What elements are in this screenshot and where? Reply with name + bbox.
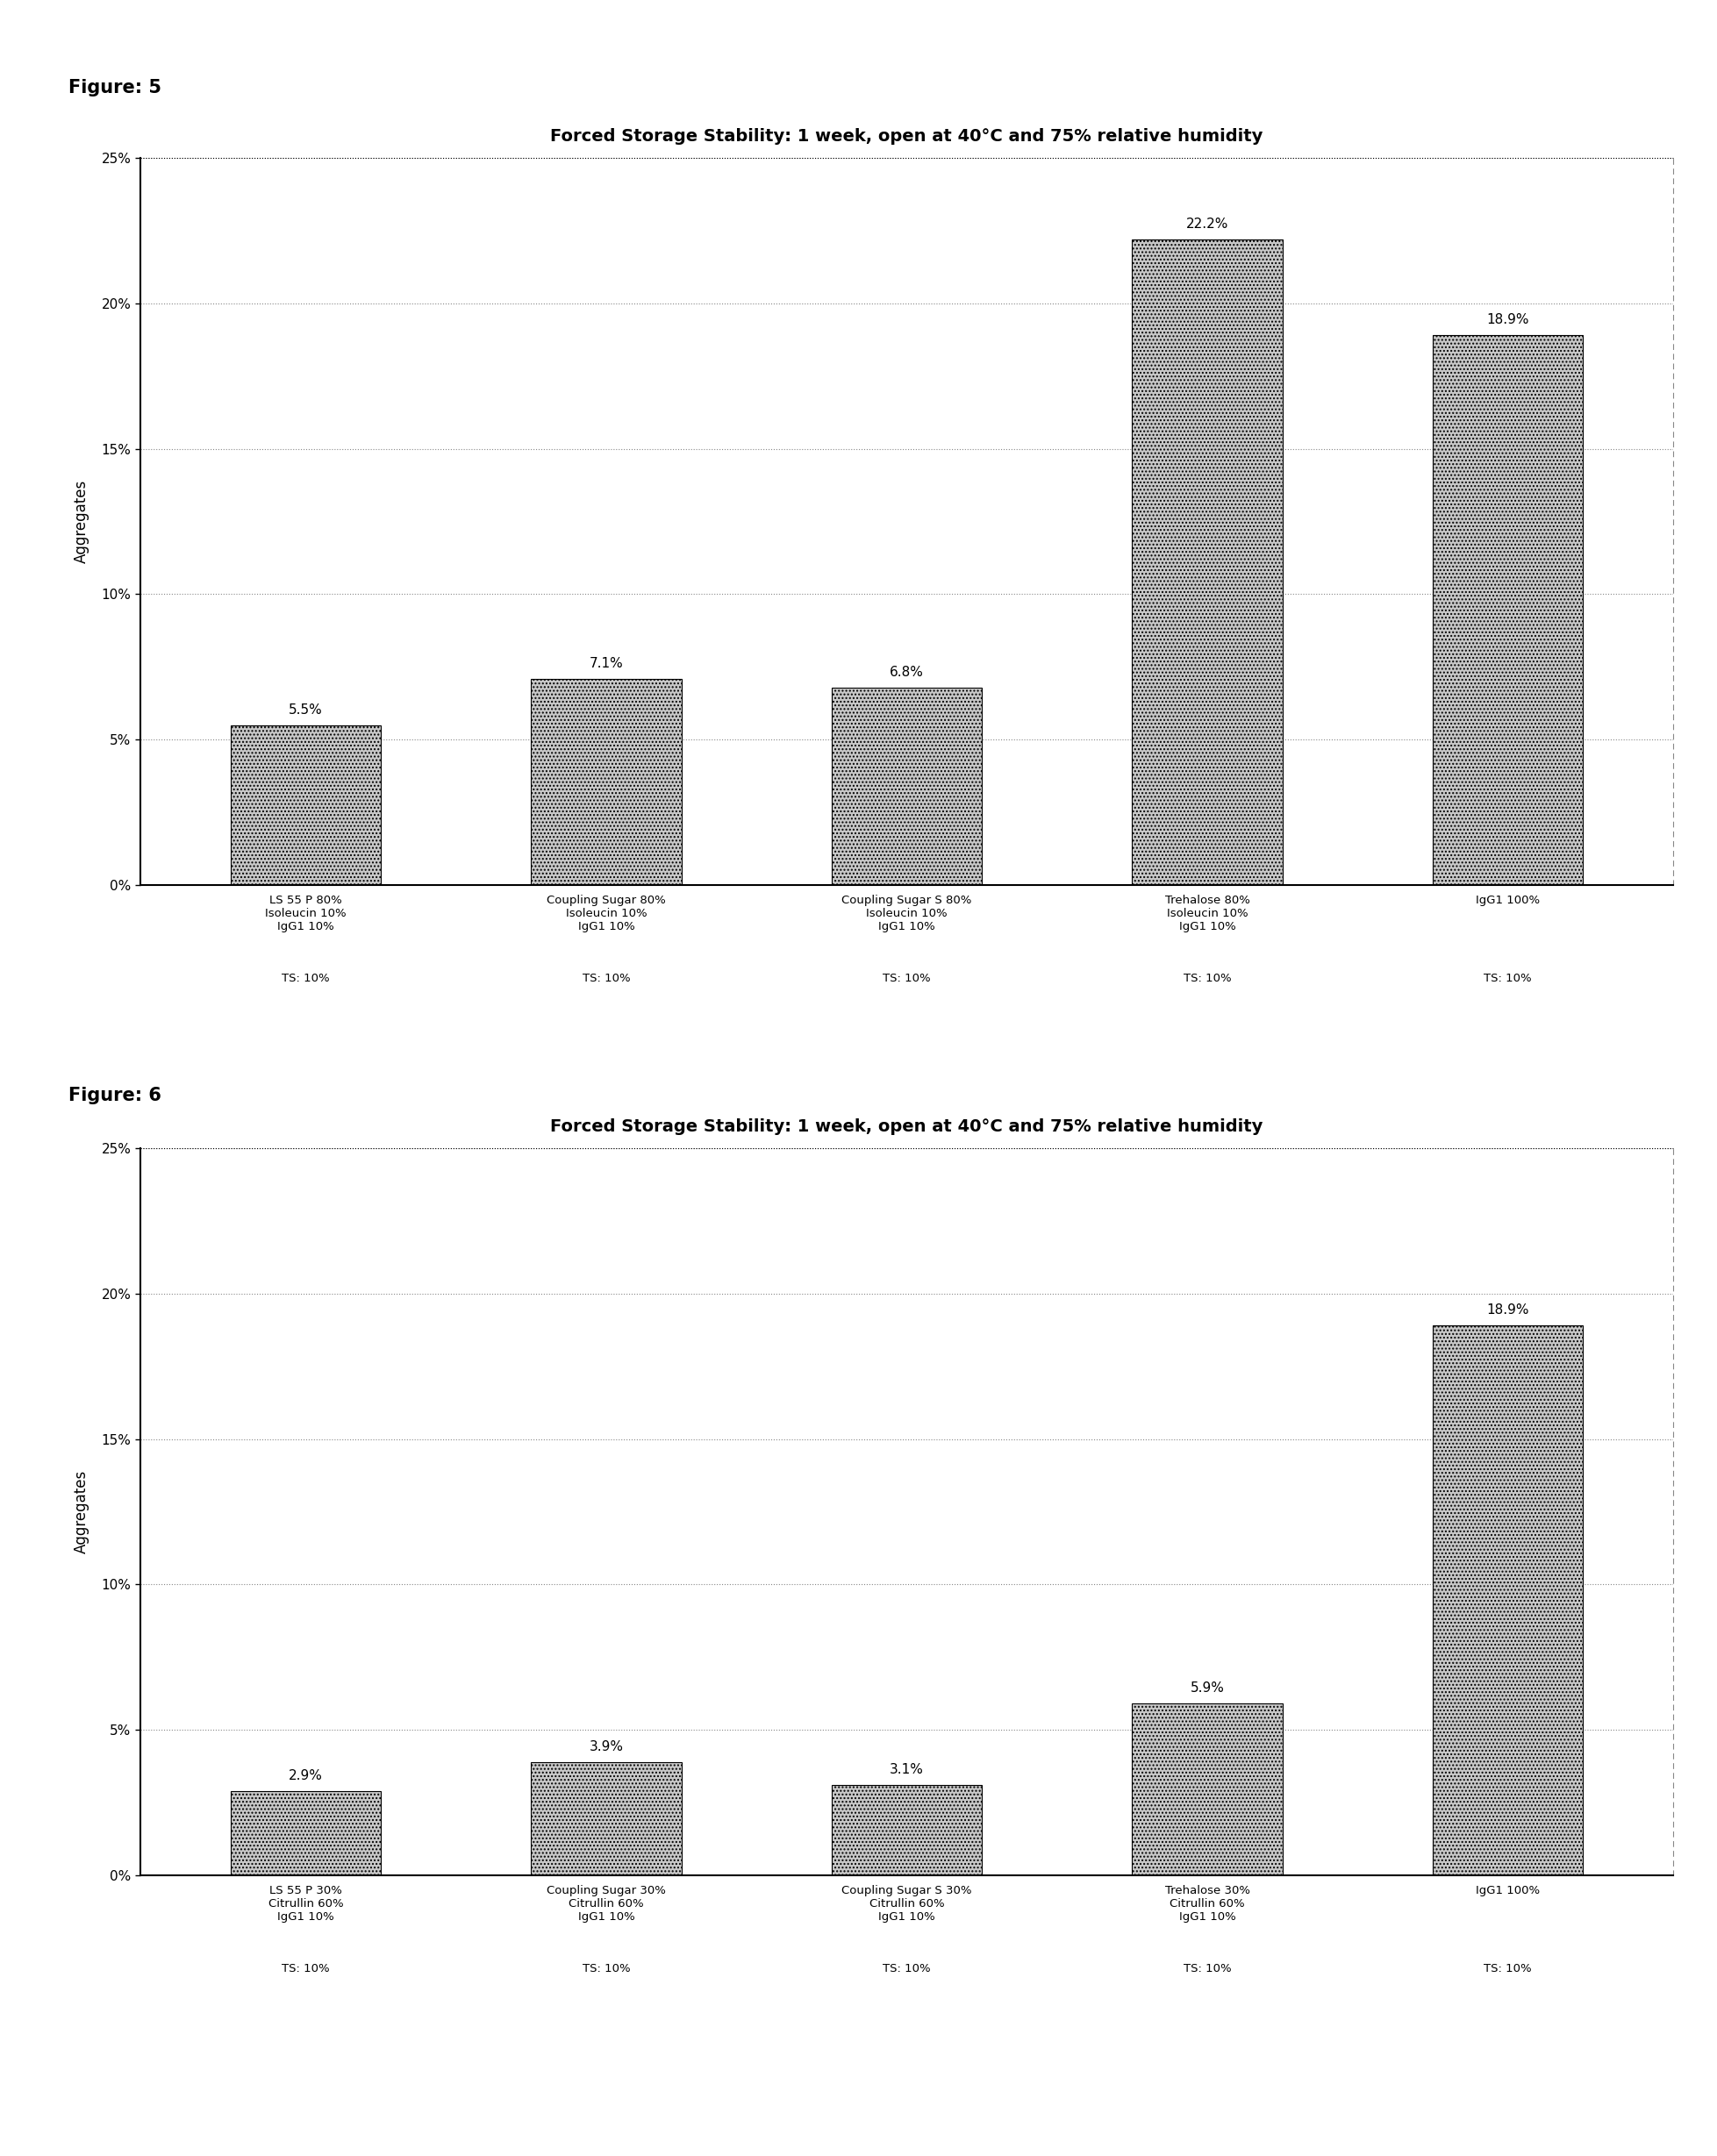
Text: IgG1 100%: IgG1 100%: [1475, 1884, 1540, 1897]
Bar: [1432, 1326, 1583, 1876]
Text: 3.1%: 3.1%: [889, 1764, 924, 1777]
Text: Figure: 6: Figure: 6: [69, 1087, 161, 1104]
Text: LS 55 P 30%
Citrullin 60%
IgG1 10%: LS 55 P 30% Citrullin 60% IgG1 10%: [268, 1884, 343, 1923]
Text: IgG1 100%: IgG1 100%: [1475, 895, 1540, 906]
Text: TS: 10%: TS: 10%: [582, 972, 630, 983]
Text: Figure: 5: Figure: 5: [69, 80, 161, 97]
Bar: [230, 724, 381, 884]
Y-axis label: Aggregates: Aggregates: [74, 1470, 89, 1554]
Text: 18.9%: 18.9%: [1487, 1304, 1530, 1317]
Text: Trehalose 80%
Isoleucin 10%
IgG1 10%: Trehalose 80% Isoleucin 10% IgG1 10%: [1164, 895, 1250, 934]
Bar: [1432, 336, 1583, 884]
Text: Coupling Sugar S 80%
Isoleucin 10%
IgG1 10%: Coupling Sugar S 80% Isoleucin 10% IgG1 …: [841, 895, 972, 934]
Bar: [230, 1792, 381, 1876]
Title: Forced Storage Stability: 1 week, open at 40°C and 75% relative humidity: Forced Storage Stability: 1 week, open a…: [551, 127, 1264, 144]
Bar: [831, 1785, 982, 1876]
Bar: [531, 1761, 682, 1876]
Text: 2.9%: 2.9%: [288, 1770, 323, 1783]
Y-axis label: Aggregates: Aggregates: [74, 479, 89, 563]
Text: Trehalose 30%
Citrullin 60%
IgG1 10%: Trehalose 30% Citrullin 60% IgG1 10%: [1164, 1884, 1250, 1923]
Bar: [1132, 239, 1283, 884]
Text: Coupling Sugar 80%
Isoleucin 10%
IgG1 10%: Coupling Sugar 80% Isoleucin 10% IgG1 10…: [546, 895, 666, 934]
Bar: [831, 688, 982, 884]
Text: TS: 10%: TS: 10%: [883, 972, 931, 983]
Bar: [1132, 1703, 1283, 1876]
Text: TS: 10%: TS: 10%: [883, 1962, 931, 1975]
Text: 5.5%: 5.5%: [288, 703, 323, 716]
Text: TS: 10%: TS: 10%: [1483, 1962, 1532, 1975]
Text: LS 55 P 80%
Isoleucin 10%
IgG1 10%: LS 55 P 80% Isoleucin 10% IgG1 10%: [264, 895, 347, 934]
Bar: [531, 679, 682, 884]
Text: TS: 10%: TS: 10%: [1183, 1962, 1231, 1975]
Text: TS: 10%: TS: 10%: [1183, 972, 1231, 983]
Text: 5.9%: 5.9%: [1190, 1682, 1224, 1695]
Text: TS: 10%: TS: 10%: [282, 972, 330, 983]
Text: 22.2%: 22.2%: [1186, 218, 1229, 231]
Text: Coupling Sugar 30%
Citrullin 60%
IgG1 10%: Coupling Sugar 30% Citrullin 60% IgG1 10…: [546, 1884, 666, 1923]
Text: 18.9%: 18.9%: [1487, 313, 1530, 326]
Text: Coupling Sugar S 30%
Citrullin 60%
IgG1 10%: Coupling Sugar S 30% Citrullin 60% IgG1 …: [841, 1884, 972, 1923]
Text: 6.8%: 6.8%: [889, 666, 924, 679]
Title: Forced Storage Stability: 1 week, open at 40°C and 75% relative humidity: Forced Storage Stability: 1 week, open a…: [551, 1119, 1264, 1134]
Text: TS: 10%: TS: 10%: [282, 1962, 330, 1975]
Text: TS: 10%: TS: 10%: [1483, 972, 1532, 983]
Text: 3.9%: 3.9%: [589, 1740, 623, 1753]
Text: 7.1%: 7.1%: [589, 658, 623, 671]
Text: TS: 10%: TS: 10%: [582, 1962, 630, 1975]
